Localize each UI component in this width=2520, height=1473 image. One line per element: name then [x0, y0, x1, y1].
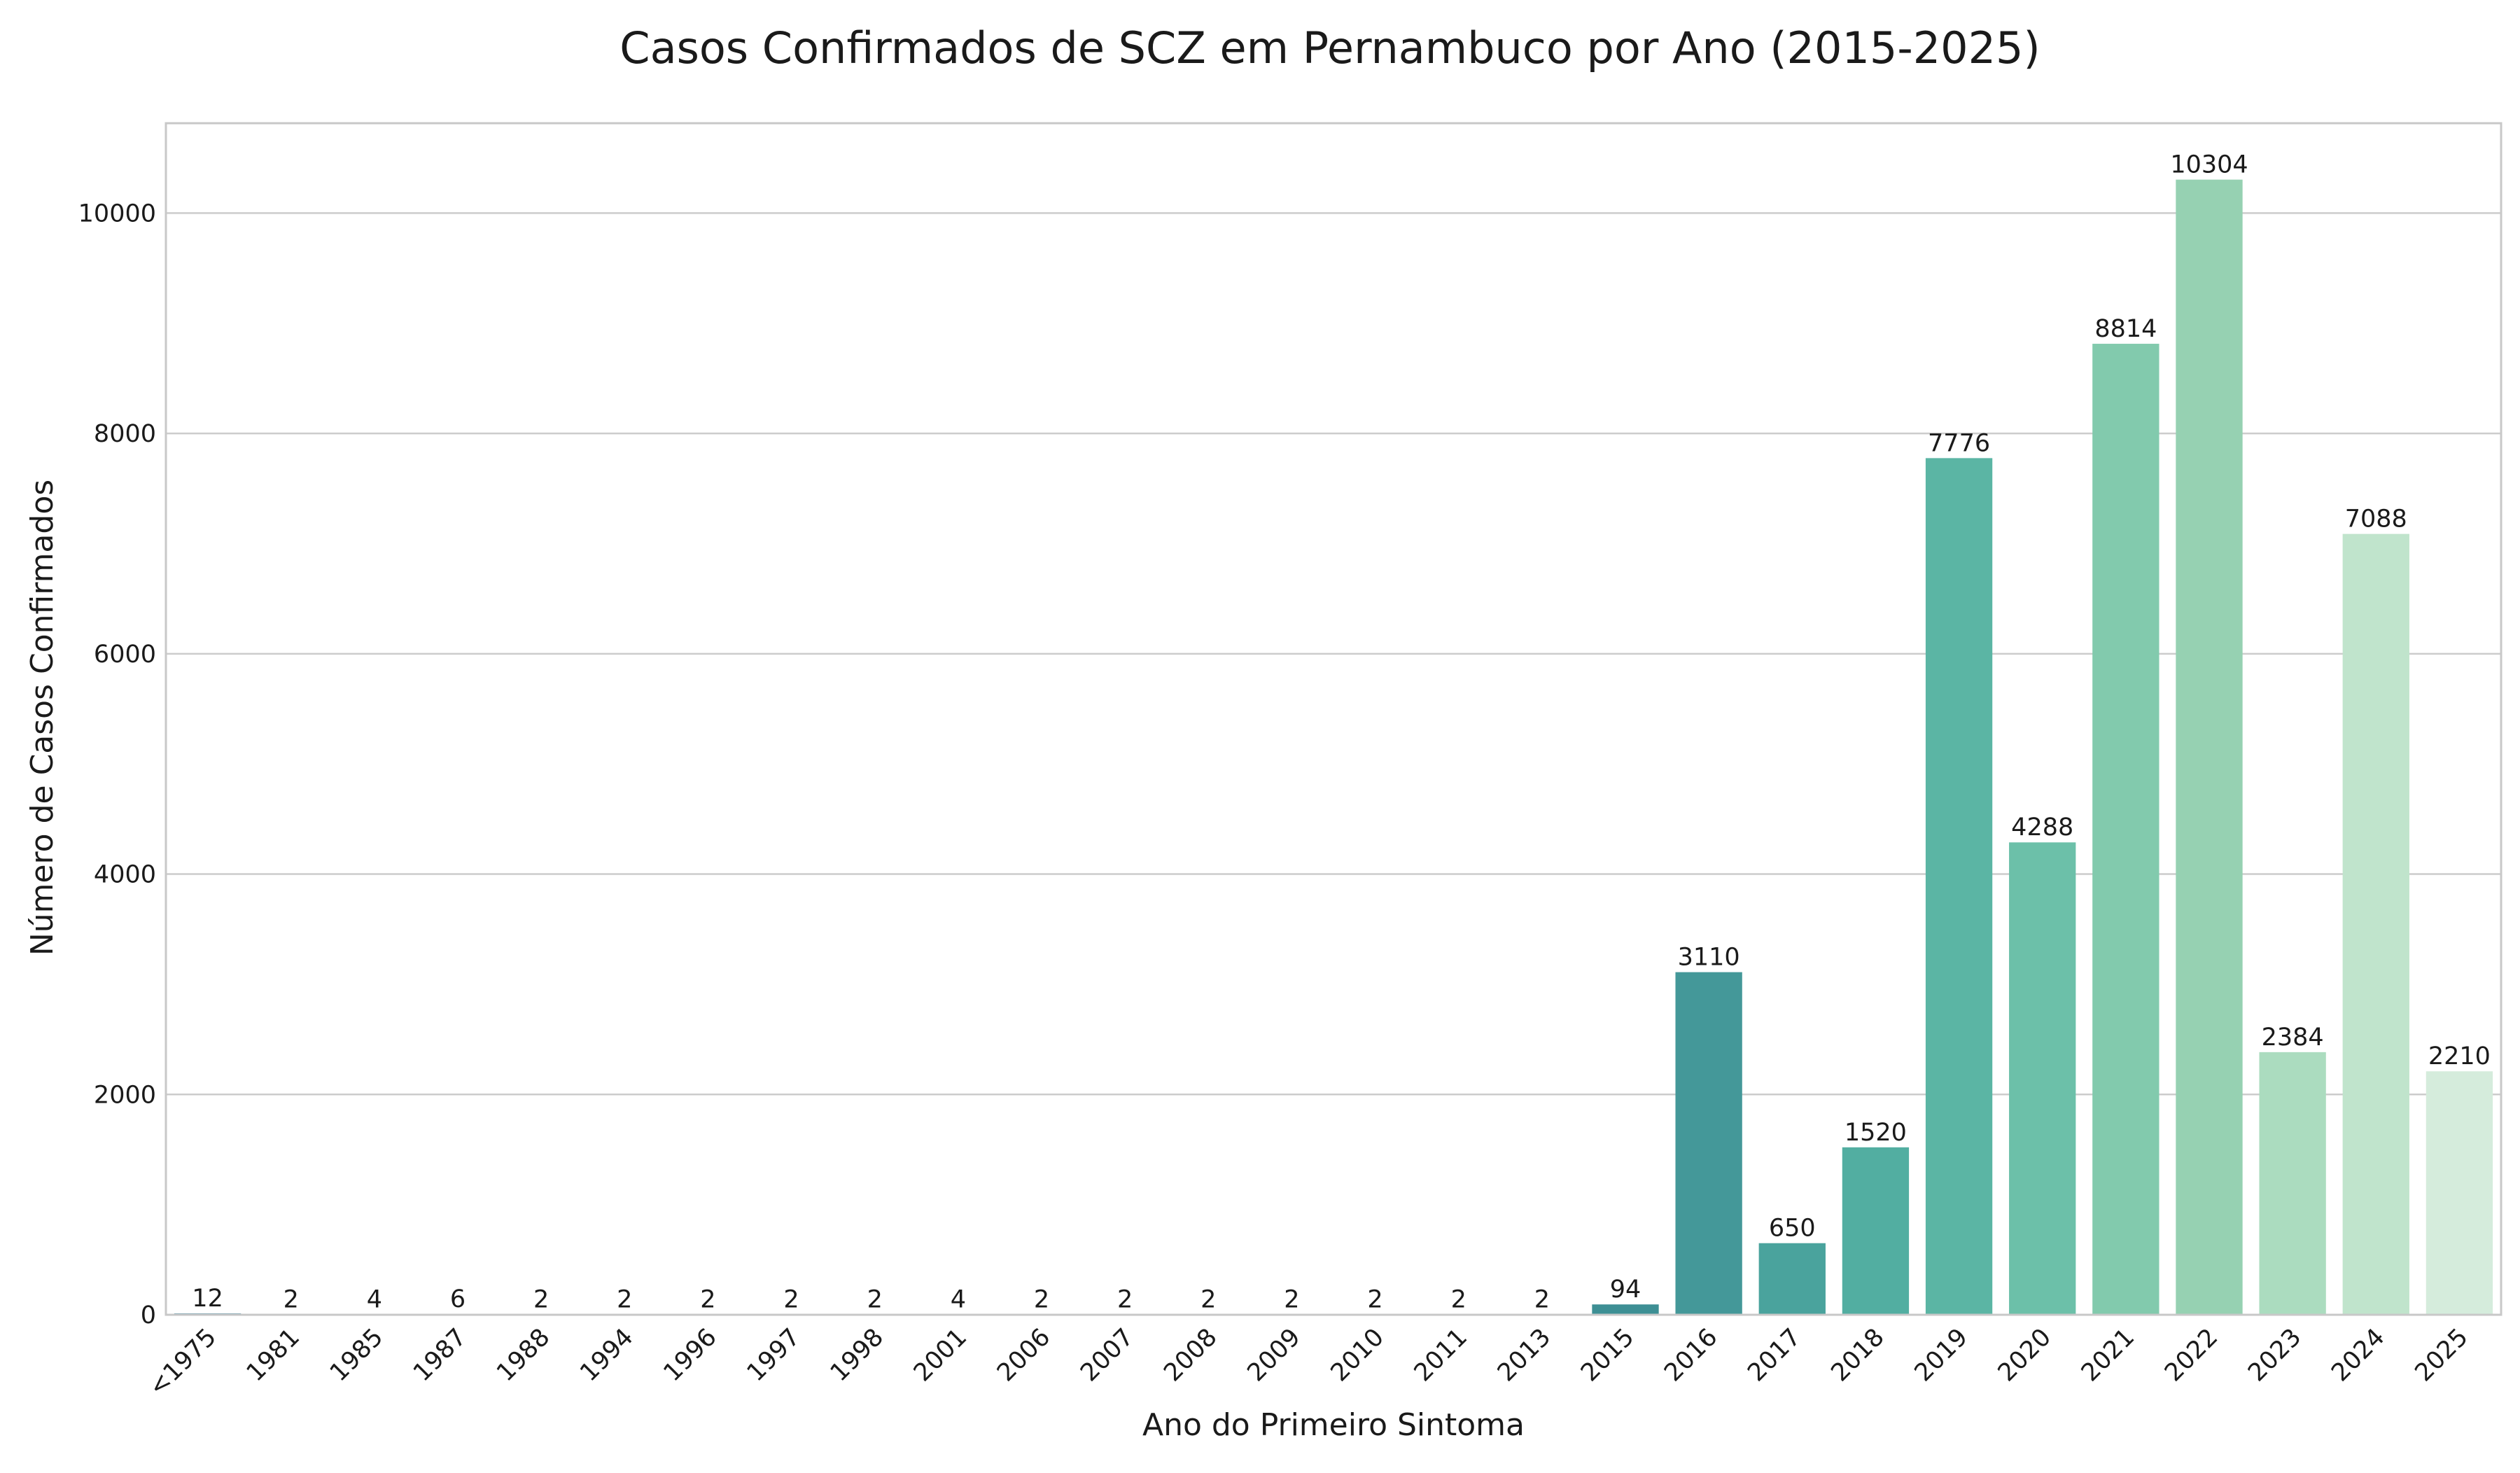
bar-2015: [1592, 1304, 1658, 1315]
data-label-2007: 2: [1117, 1286, 1133, 1314]
x-tick-label: 1988: [491, 1323, 555, 1387]
data-label-2016: 3110: [1678, 944, 1740, 972]
data-label-1996: 2: [700, 1286, 715, 1314]
data-label-2008: 2: [1200, 1286, 1216, 1314]
x-tick-label: 2013: [1492, 1323, 1556, 1387]
bar-2022: [2176, 180, 2242, 1315]
x-tick-label: 2007: [1075, 1323, 1139, 1387]
data-label-2017: 650: [1769, 1215, 1816, 1243]
y-tick-label: 0: [141, 1301, 156, 1329]
data-label-2010: 2: [1367, 1286, 1382, 1314]
bars: [174, 180, 2493, 1315]
x-tick-label: 2006: [992, 1323, 1056, 1387]
x-axis-ticks: <1975 1981 1985 1987 1988 1994 1996 1997 1998 200…: [144, 1323, 2474, 1402]
x-tick-label: 1998: [825, 1323, 889, 1387]
x-tick-label: 2011: [1409, 1323, 1473, 1387]
x-tick-label: 2024: [2326, 1323, 2390, 1387]
bar-2018: [1842, 1147, 1909, 1315]
data-label-2019: 7776: [1928, 429, 1990, 457]
data-label-1981: 2: [284, 1286, 299, 1314]
data-label-1998: 2: [867, 1286, 883, 1314]
x-tick-label: 1996: [659, 1323, 722, 1387]
data-label-<1975: 12: [192, 1285, 223, 1313]
data-label-2022: 10304: [2170, 151, 2248, 179]
x-tick-label: 2010: [1326, 1323, 1390, 1387]
y-tick-label: 10000: [78, 200, 156, 228]
bar-2019: [1926, 458, 1992, 1315]
x-tick-label: 1985: [325, 1323, 388, 1387]
x-tick-label: 2015: [1576, 1323, 1639, 1387]
x-tick-label: 2023: [2243, 1323, 2306, 1387]
y-axis-label: Número de Casos Confirmados: [24, 480, 60, 956]
x-tick-label: 2021: [2076, 1323, 2140, 1387]
data-label-2011: 2: [1451, 1286, 1466, 1314]
data-label-2009: 2: [1284, 1286, 1299, 1314]
data-label-2015: 94: [1610, 1276, 1642, 1304]
x-tick-label: 2017: [1742, 1323, 1806, 1387]
chart-title: Casos Confirmados de SCZ em Pernambuco p…: [620, 22, 2040, 74]
data-label-2025: 2210: [2428, 1042, 2491, 1070]
y-tick-label: 4000: [94, 861, 156, 889]
y-axis-ticks: 0 2000 4000 6000 8000 10000: [78, 200, 156, 1329]
x-tick-label: 1981: [241, 1323, 305, 1387]
x-tick-label: 2016: [1659, 1323, 1723, 1387]
data-label-1985: 4: [367, 1285, 382, 1313]
data-label-1988: 2: [533, 1286, 549, 1314]
x-tick-label: <1975: [144, 1323, 222, 1402]
data-label-2018: 1520: [1844, 1119, 1907, 1147]
x-axis-label: Ano do Primeiro Sintoma: [1142, 1407, 1525, 1443]
x-tick-label: 1997: [742, 1323, 806, 1387]
x-tick-label: 2025: [2410, 1323, 2474, 1387]
data-label-1994: 2: [617, 1286, 632, 1314]
x-tick-label: 2020: [1993, 1323, 2057, 1387]
data-label-2001: 4: [951, 1285, 966, 1313]
data-label-2020: 4288: [2011, 814, 2073, 842]
x-tick-label: 2009: [1242, 1323, 1306, 1387]
data-label-1987: 6: [450, 1285, 465, 1313]
x-tick-label: 2001: [909, 1323, 972, 1387]
bar-2023: [2259, 1052, 2325, 1315]
bar-2024: [2343, 534, 2409, 1315]
y-tick-label: 8000: [94, 420, 156, 448]
x-tick-label: 1994: [575, 1323, 638, 1387]
data-label-2006: 2: [1034, 1286, 1049, 1314]
bar-2016: [1675, 972, 1742, 1315]
bar-2021: [2092, 344, 2159, 1315]
y-tick-label: 6000: [94, 641, 156, 669]
data-label-2024: 7088: [2345, 505, 2407, 533]
data-label-2023: 2384: [2262, 1024, 2324, 1052]
x-tick-label: 2019: [1910, 1323, 1973, 1387]
bar-2025: [2426, 1071, 2493, 1315]
data-label-1997: 2: [783, 1286, 799, 1314]
data-label-2013: 2: [1534, 1286, 1550, 1314]
x-tick-label: 2022: [2160, 1323, 2223, 1387]
bar-2017: [1759, 1243, 1826, 1315]
x-tick-label: 1987: [408, 1323, 472, 1387]
y-tick-label: 2000: [94, 1081, 156, 1109]
x-tick-label: 2008: [1158, 1323, 1222, 1387]
bar-2020: [2009, 842, 2076, 1315]
data-label-2021: 8814: [2094, 315, 2157, 343]
x-tick-label: 2018: [1826, 1323, 1890, 1387]
